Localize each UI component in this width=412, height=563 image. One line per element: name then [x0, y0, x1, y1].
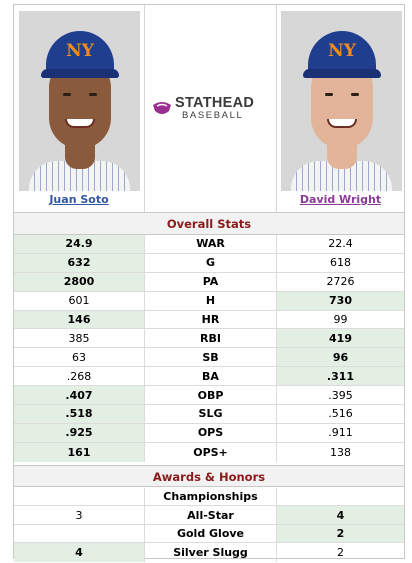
stathead-mark-icon	[153, 102, 171, 114]
stats-table: 24.9 WAR 22.4 632 G 618 2800 PA 2726 601 H 730 146 HR…	[14, 235, 404, 462]
stat-row: 146 HR 99	[14, 310, 404, 330]
player-photo-wright[interactable]: NY	[281, 11, 402, 191]
eye-graphic	[325, 93, 333, 96]
right-value: 2	[276, 543, 404, 562]
stat-label: Championships	[163, 490, 258, 504]
stat-row: 63 SB 96	[14, 348, 404, 368]
left-value: .925	[14, 423, 145, 442]
stat-label: OPS+	[193, 445, 228, 459]
right-value: 4	[276, 506, 404, 524]
left-value: 4	[14, 543, 145, 562]
stat-row: 385 RBI 419	[14, 329, 404, 349]
stat-label: G	[205, 256, 216, 270]
stat-label: Gold Glove	[176, 526, 245, 540]
stathead-logo[interactable]: STATHEAD BASEBALL	[149, 93, 273, 123]
stat-label: OPS	[197, 426, 224, 440]
left-value	[14, 524, 145, 543]
player-photo-soto[interactable]: NY	[19, 11, 140, 191]
logo-text-top: STATHEAD	[175, 95, 255, 111]
player-link-soto[interactable]: Juan Soto	[49, 193, 109, 206]
stat-row: .925 OPS .911	[14, 423, 404, 443]
stat-row: 4 Silver Slugg 2	[14, 543, 404, 562]
section-header-overall-stats: Overall Stats	[14, 213, 404, 235]
stat-row: .407 OBP .395	[14, 386, 404, 406]
right-value: 730	[276, 291, 404, 310]
section-header-awards: Awards & Honors	[14, 465, 404, 487]
stat-label: RBI	[200, 331, 221, 345]
stat-row: 2800 PA 2726	[14, 272, 404, 292]
stat-row: .518 SLG .516	[14, 405, 404, 424]
logo-text-bottom: BASEBALL	[182, 110, 244, 121]
stat-row: 632 G 618	[14, 253, 404, 273]
player-right-column: NY David Wright	[276, 5, 404, 212]
cap-logo: NY	[328, 41, 356, 61]
right-value: .911	[276, 423, 404, 442]
stat-row: 3 All-Star 4	[14, 506, 404, 525]
right-value	[276, 488, 404, 506]
comparison-card: NY Juan Soto STATHEAD BASEBALL	[13, 4, 405, 562]
cap-brim-graphic	[41, 69, 119, 78]
stat-label: BA	[202, 369, 219, 383]
left-value: 3	[14, 506, 145, 524]
left-value: .268	[14, 367, 145, 386]
left-value: 601	[14, 291, 145, 310]
stat-label: PA	[202, 275, 219, 289]
player-left-column: NY Juan Soto	[14, 5, 145, 212]
cap-brim-graphic	[303, 69, 381, 78]
stat-row: .268 BA .311	[14, 367, 404, 387]
stat-row: 161 OPS+ 138	[14, 442, 404, 462]
left-value: .518	[14, 405, 145, 423]
eye-graphic	[63, 93, 71, 96]
stat-label: H	[205, 294, 216, 308]
stat-row: Gold Glove 2	[14, 524, 404, 544]
eye-graphic	[351, 93, 359, 96]
stat-label: All-Star	[187, 508, 234, 522]
left-value: 161	[14, 442, 145, 462]
player-header: NY Juan Soto STATHEAD BASEBALL	[14, 5, 404, 213]
left-value: .407	[14, 386, 145, 405]
right-value: .311	[276, 367, 404, 386]
stat-label: OBP	[197, 388, 224, 402]
left-value: 146	[14, 310, 145, 329]
stat-row: 24.9 WAR 22.4	[14, 235, 404, 254]
smile-graphic	[327, 119, 357, 128]
stat-row: Championships	[14, 488, 404, 507]
stat-label: SLG	[198, 407, 223, 421]
stat-label: Silver Slugg	[173, 545, 248, 559]
stat-row: 601 H 730	[14, 291, 404, 311]
left-value	[14, 488, 145, 506]
right-value: 2	[276, 524, 404, 543]
awards-table: Championships 3 All-Star 4 Gold Glove 2 4 Silve…	[14, 488, 404, 562]
right-value: 618	[276, 253, 404, 272]
player-link-wright[interactable]: David Wright	[299, 193, 382, 206]
smile-graphic	[65, 119, 95, 128]
right-value: 22.4	[276, 235, 404, 253]
left-value: 632	[14, 253, 145, 272]
left-value: 24.9	[14, 235, 145, 253]
left-value: 63	[14, 348, 145, 367]
right-value: 96	[276, 348, 404, 367]
right-value: .516	[276, 405, 404, 423]
stat-label: SB	[202, 350, 219, 364]
logo-column: STATHEAD BASEBALL	[145, 5, 276, 212]
right-value: 138	[276, 442, 404, 462]
left-value: 2800	[14, 272, 145, 291]
right-value: 2726	[276, 272, 404, 291]
left-value: 385	[14, 329, 145, 348]
stat-label: HR	[201, 313, 220, 326]
cap-logo: NY	[66, 41, 94, 61]
right-value: 99	[276, 310, 404, 329]
right-value: .395	[276, 386, 404, 405]
eye-graphic	[89, 93, 97, 96]
stat-label: WAR	[196, 237, 225, 251]
right-value: 419	[276, 329, 404, 348]
